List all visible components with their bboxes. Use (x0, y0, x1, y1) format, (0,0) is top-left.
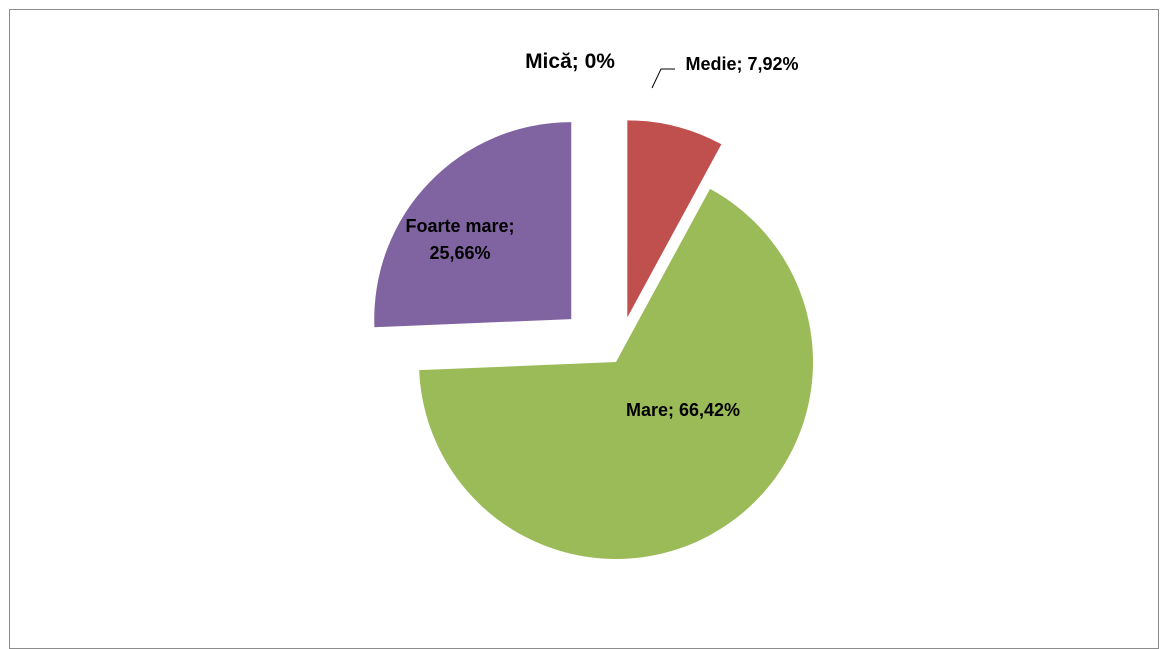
data-labels: Mică; 0% Medie; 7,92% Mare; 66,42% Foarte m… (405, 50, 798, 420)
leader-line-2 (651, 68, 675, 89)
leader-lines (651, 68, 675, 89)
pie-slices (374, 120, 814, 559)
pie-chart: Mică; 0% Medie; 7,92% Mare; 66,42% Foarte m… (374, 50, 814, 559)
pie-slice-3 (419, 188, 814, 559)
data-label-2: Medie; 7,92% (685, 54, 798, 74)
data-label-1: Mică; 0% (525, 50, 615, 73)
data-label-3: Mare; 66,42% (626, 400, 740, 420)
pie-slice-4 (374, 122, 572, 328)
pie-slice-2 (627, 120, 722, 318)
data-label-4: Foarte mare; 25,66% (405, 216, 514, 263)
